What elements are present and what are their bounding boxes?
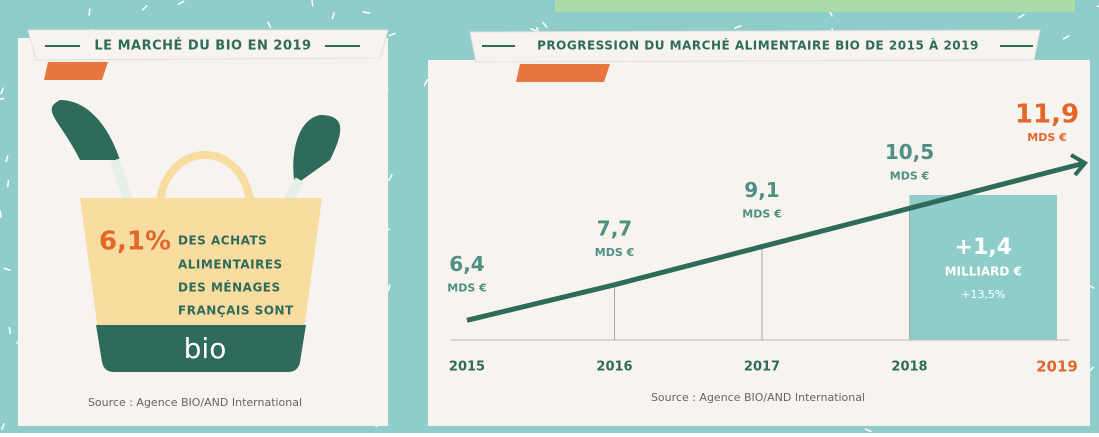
- annotation-subtitle: MILLIARD €: [945, 265, 1022, 279]
- dash: [89, 9, 90, 15]
- value-unit: MDS €: [447, 281, 486, 294]
- value-label: 7,7: [597, 216, 632, 240]
- source: Source : Agence BIO/AND International: [651, 391, 865, 404]
- dash: [0, 211, 1, 217]
- banner-tab: [44, 62, 108, 80]
- page: LE MARCHÉ DU BIO EN 2019 bio 6,1% DES AC…: [0, 0, 1099, 433]
- x-tick-label: 2019: [1036, 358, 1078, 376]
- text-line: DES MÉNAGES: [178, 280, 281, 295]
- x-tick-label: 2017: [744, 360, 780, 375]
- source: Source : Agence BIO/AND International: [88, 396, 302, 409]
- value-unit: MDS €: [1027, 131, 1066, 144]
- dash: [312, 0, 313, 6]
- value-label: 11,9: [1015, 100, 1079, 130]
- x-tick-label: 2015: [449, 360, 485, 375]
- annotation-title: +1,4: [955, 235, 1012, 260]
- infographic: LE MARCHÉ DU BIO EN 2019 bio 6,1% DES AC…: [0, 0, 1099, 433]
- panel-title: LE MARCHÉ DU BIO EN 2019: [94, 38, 311, 54]
- value-label: 9,1: [744, 178, 779, 202]
- text-line: FRANÇAIS SONT: [178, 304, 294, 318]
- value-unit: MDS €: [890, 169, 929, 182]
- value-label: 10,5: [885, 140, 934, 164]
- value-label: 6,4: [449, 252, 484, 276]
- bag-label: bio: [184, 332, 227, 365]
- chart-title: PROGRESSION DU MARCHÉ ALIMENTAIRE BIO DE…: [537, 38, 979, 53]
- banner-tab: [516, 64, 610, 82]
- x-tick-label: 2018: [891, 360, 927, 375]
- value-unit: MDS €: [742, 208, 781, 221]
- annotation-note: +13,5%: [961, 288, 1005, 301]
- text-line: DES ACHATS: [178, 234, 267, 248]
- text-line: ALIMENTAIRES: [178, 258, 283, 272]
- dash: [8, 181, 9, 187]
- percent: 6,1%: [99, 227, 171, 257]
- x-tick-label: 2016: [596, 360, 632, 375]
- top-bar: [555, 0, 1075, 12]
- dash: [9, 327, 10, 333]
- value-unit: MDS €: [595, 246, 634, 259]
